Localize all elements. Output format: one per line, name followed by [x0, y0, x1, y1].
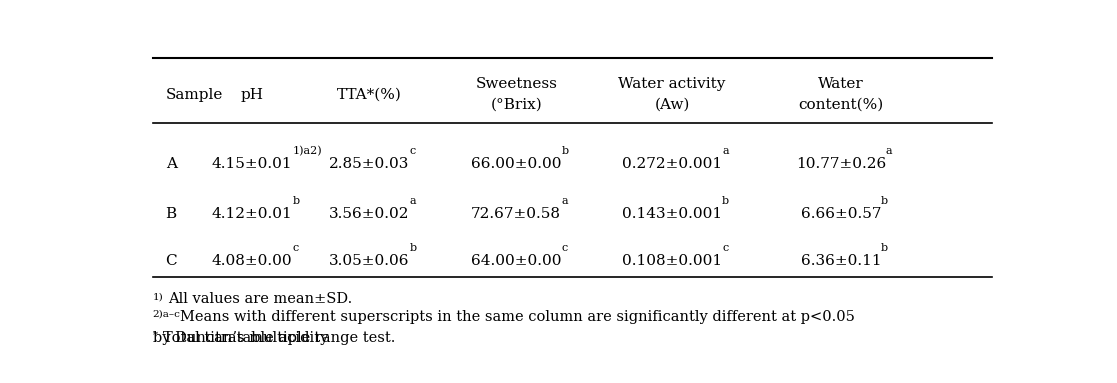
Text: 0.272±0.001: 0.272±0.001: [622, 157, 722, 171]
Text: by Duncan’s multiple range test.: by Duncan’s multiple range test.: [153, 331, 395, 345]
Text: 1)a2): 1)a2): [293, 146, 322, 156]
Text: 66.00±0.00: 66.00±0.00: [471, 157, 562, 171]
Text: Sample: Sample: [165, 88, 223, 101]
Text: Water: Water: [818, 77, 863, 91]
Text: b: b: [409, 243, 417, 253]
Text: *: *: [153, 331, 157, 340]
Text: c: c: [293, 243, 298, 253]
Text: c: c: [409, 146, 416, 155]
Text: 0.108±0.001: 0.108±0.001: [622, 254, 722, 268]
Text: b: b: [562, 146, 569, 155]
Text: Total titratable acidity: Total titratable acidity: [163, 331, 328, 345]
Text: 4.15±0.01: 4.15±0.01: [212, 157, 293, 171]
Text: pH: pH: [240, 88, 264, 101]
Text: All values are mean±SD.: All values are mean±SD.: [169, 292, 353, 306]
Text: (Aw): (Aw): [655, 98, 689, 112]
Text: Means with different superscripts in the same column are significantly different: Means with different superscripts in the…: [180, 310, 856, 324]
Text: a: a: [722, 146, 728, 155]
Text: 4.12±0.01: 4.12±0.01: [212, 207, 293, 221]
Text: b: b: [881, 196, 888, 206]
Text: content(%): content(%): [799, 98, 884, 112]
Text: 3.56±0.02: 3.56±0.02: [328, 207, 409, 221]
Text: Water activity: Water activity: [619, 77, 726, 91]
Text: A: A: [165, 157, 176, 171]
Text: c: c: [562, 243, 567, 253]
Text: a: a: [409, 196, 416, 206]
Text: a: a: [886, 146, 892, 155]
Text: 4.08±0.00: 4.08±0.00: [212, 254, 293, 268]
Text: 10.77±0.26: 10.77±0.26: [795, 157, 886, 171]
Text: B: B: [165, 207, 176, 221]
Text: (°Brix): (°Brix): [490, 98, 542, 112]
Text: b: b: [722, 196, 729, 206]
Text: b: b: [293, 196, 299, 206]
Text: 2.85±0.03: 2.85±0.03: [328, 157, 409, 171]
Text: 2)a–c: 2)a–c: [153, 310, 181, 319]
Text: C: C: [165, 254, 178, 268]
Text: Sweetness: Sweetness: [475, 77, 557, 91]
Text: a: a: [561, 196, 567, 206]
Text: 64.00±0.00: 64.00±0.00: [471, 254, 562, 268]
Text: 0.143±0.001: 0.143±0.001: [622, 207, 722, 221]
Text: b: b: [881, 243, 888, 253]
Text: 6.66±0.57: 6.66±0.57: [801, 207, 881, 221]
Text: 6.36±0.11: 6.36±0.11: [801, 254, 881, 268]
Text: 1): 1): [153, 292, 163, 301]
Text: TTA*(%): TTA*(%): [336, 88, 401, 101]
Text: 72.67±0.58: 72.67±0.58: [471, 207, 561, 221]
Text: c: c: [722, 243, 728, 253]
Text: 3.05±0.06: 3.05±0.06: [328, 254, 409, 268]
